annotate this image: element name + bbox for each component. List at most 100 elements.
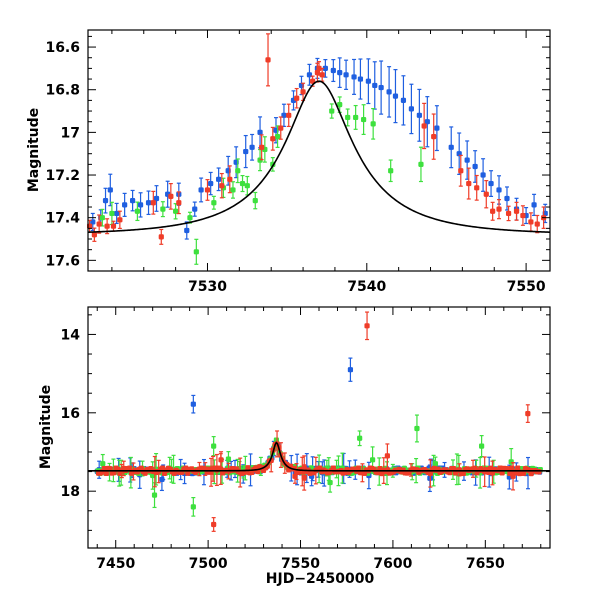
data-point (329, 108, 335, 114)
y-tick-label: 16.6 (45, 40, 80, 56)
x-axis-label: HJD−2450000 (266, 571, 375, 587)
data-point (211, 443, 217, 449)
data-point (337, 102, 343, 108)
y-tick-label: 14 (61, 327, 81, 343)
data-point (259, 144, 265, 150)
data-point (211, 200, 217, 206)
x-tick-label: 7530 (188, 279, 227, 295)
data-point (264, 463, 270, 469)
data-point (400, 97, 407, 103)
data-point (235, 168, 241, 174)
data-point (337, 70, 343, 76)
x-tick-label: 7600 (373, 556, 412, 572)
data-point (520, 212, 526, 219)
data-point (219, 183, 225, 189)
data-point (370, 121, 376, 127)
data-point (190, 401, 196, 407)
data-point (230, 187, 236, 193)
data-point (351, 74, 357, 80)
data-point (386, 89, 392, 95)
data-point (431, 134, 437, 140)
y-tick-label: 17.6 (45, 253, 80, 269)
data-point (134, 208, 140, 214)
data-point (490, 208, 496, 214)
data-point (244, 183, 250, 189)
data-point (466, 180, 472, 187)
data-point (249, 144, 255, 150)
y-tick-label: 17.2 (45, 168, 80, 184)
data-point (510, 473, 516, 479)
data-point (122, 202, 128, 208)
data-point (480, 172, 486, 178)
data-point (515, 465, 521, 471)
data-point (353, 114, 359, 121)
data-point (496, 187, 502, 193)
data-point (184, 227, 190, 234)
bottom-panel-y-axis-label: Magnitude (38, 385, 54, 469)
data-point (458, 168, 464, 174)
y-tick-label: 16.8 (45, 83, 80, 99)
data-point (357, 76, 364, 82)
data-point (513, 208, 520, 214)
data-point (528, 219, 534, 225)
data-point (104, 223, 110, 229)
data-point (204, 187, 211, 193)
x-tick-label: 7550 (281, 556, 320, 572)
data-point (525, 410, 531, 417)
data-point (158, 234, 164, 240)
data-point (504, 195, 510, 202)
data-point (153, 195, 160, 202)
data-point (225, 456, 232, 462)
bottom-panel-model-curve (88, 441, 550, 472)
y-tick-label: 18 (61, 484, 80, 500)
data-point (448, 144, 454, 150)
data-point (265, 57, 271, 63)
x-tick-label: 7450 (96, 556, 135, 572)
data-point (159, 476, 165, 483)
data-point (109, 210, 115, 217)
data-point (198, 187, 204, 193)
data-point (408, 106, 414, 112)
data-point (91, 232, 97, 238)
bottom-panel-frame (87, 306, 551, 549)
top-panel-data-points (86, 33, 548, 265)
data-point (357, 435, 363, 441)
data-point (505, 210, 512, 217)
data-point (418, 161, 424, 167)
top-panel-ticks: 7530 7540 7550 16.6 16.8 17 17.2 17.4 17.6 (45, 30, 550, 295)
data-point (536, 469, 542, 475)
data-point (208, 180, 214, 187)
data-point (327, 479, 333, 486)
data-point (103, 470, 109, 476)
data-point (107, 187, 113, 193)
data-point (137, 202, 144, 208)
data-point (173, 208, 179, 214)
data-point (117, 217, 123, 223)
data-point (252, 198, 258, 204)
data-point (372, 82, 378, 89)
data-point (294, 95, 300, 101)
data-point (343, 72, 349, 78)
data-point (322, 65, 328, 71)
data-point (432, 461, 439, 467)
data-point (114, 210, 120, 217)
data-point (319, 72, 325, 78)
data-point (483, 191, 489, 197)
data-point (193, 249, 199, 255)
data-point (361, 116, 367, 123)
data-point (187, 215, 193, 221)
data-point (160, 206, 166, 212)
top-panel-frame (87, 29, 551, 272)
data-point (227, 176, 233, 182)
data-point (384, 453, 390, 459)
data-point (218, 457, 224, 463)
data-point (464, 157, 470, 163)
x-tick-label: 7550 (507, 279, 546, 295)
data-point (364, 323, 370, 329)
data-point (245, 465, 251, 471)
data-point (257, 129, 263, 135)
data-point (176, 200, 182, 206)
y-tick-label: 17.4 (45, 211, 80, 227)
data-point (286, 112, 292, 118)
